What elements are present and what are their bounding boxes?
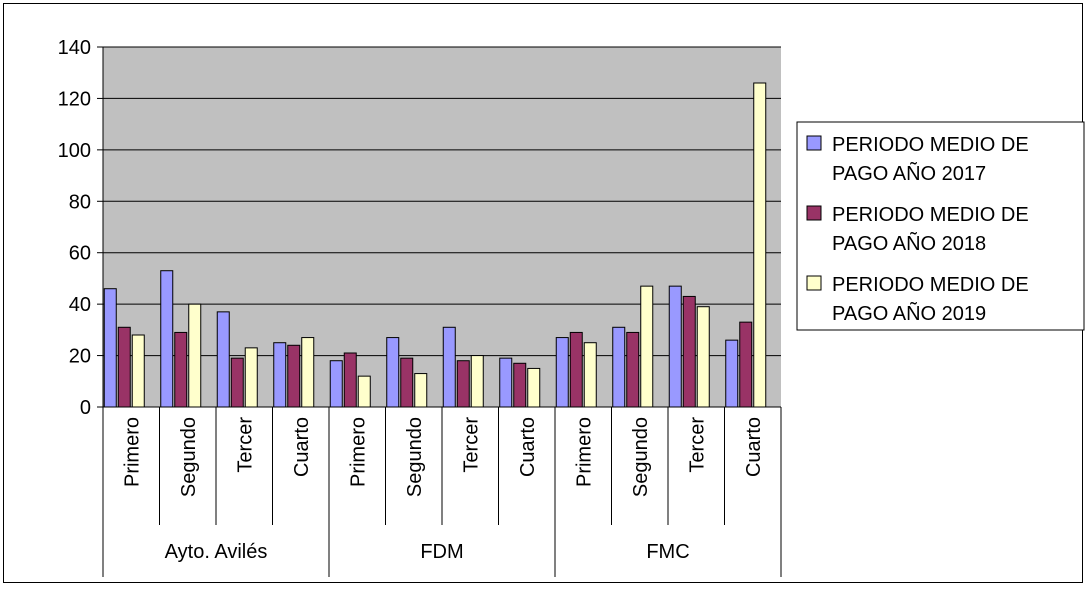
bar-series-3 xyxy=(753,82,767,408)
bar-series-3 xyxy=(527,367,541,408)
bar-series-2 xyxy=(287,344,301,408)
legend-swatch xyxy=(806,135,822,151)
bar-series-3 xyxy=(583,342,597,408)
y-tick-label: 20 xyxy=(69,346,91,368)
bar-series-2 xyxy=(456,360,470,408)
y-tick-label: 40 xyxy=(69,294,91,316)
x-tick-label: Tercer xyxy=(234,417,256,473)
bar-series-2 xyxy=(174,331,188,408)
bar-series-3 xyxy=(470,355,484,408)
bar-series-3 xyxy=(414,373,428,408)
bar-series-1 xyxy=(103,288,117,408)
bar-series-2 xyxy=(513,362,527,408)
bar-series-3 xyxy=(131,334,145,408)
bar-series-3 xyxy=(640,285,654,408)
bar-series-2 xyxy=(117,326,131,408)
bar-series-3 xyxy=(244,347,258,408)
chart-frame: 0 20 40 60 80 100 120 140 Primero Segundo Tercer Cu… xyxy=(3,3,1085,583)
bar-series-1 xyxy=(555,337,569,408)
x-tick-label: Tercer xyxy=(686,417,708,473)
y-tick-label: 60 xyxy=(69,243,91,265)
x-tick-label: Primero xyxy=(121,417,143,487)
x-tick-label: Primero xyxy=(573,417,595,487)
bar-series-3 xyxy=(696,306,710,408)
legend-label: PAGO AÑO 2018 xyxy=(832,231,986,255)
legend-label: PAGO AÑO 2019 xyxy=(832,301,986,325)
y-tick-label: 120 xyxy=(58,88,91,110)
legend-box xyxy=(796,121,1085,331)
bar-series-1 xyxy=(668,285,682,408)
bar-series-1 xyxy=(329,360,343,408)
x-tick-label: Cuarto xyxy=(743,417,765,477)
group-label: FMC xyxy=(646,541,689,563)
bar-series-1 xyxy=(160,270,174,408)
bar-series-1 xyxy=(612,326,626,408)
x-tick-label: Segundo xyxy=(178,417,200,497)
bar-series-1 xyxy=(499,357,513,408)
group-label: FDM xyxy=(420,541,463,563)
x-tick-label: Primero xyxy=(347,417,369,487)
x-tick-label: Cuarto xyxy=(517,417,539,477)
legend-label: PERIODO MEDIO DE xyxy=(832,134,1029,156)
y-tick-label: 100 xyxy=(58,140,91,162)
y-tick-label: 0 xyxy=(80,397,91,419)
legend-label: PERIODO MEDIO DE xyxy=(832,274,1029,296)
bar-series-2 xyxy=(343,352,357,408)
bar-series-1 xyxy=(386,337,400,408)
group-label: Ayto. Avilés xyxy=(165,541,268,563)
legend-swatch xyxy=(806,275,822,291)
grouped-bar-chart: 0 20 40 60 80 100 120 140 Primero Segundo Tercer Cu… xyxy=(58,37,1085,577)
bar-series-3 xyxy=(188,303,202,408)
bar-series-1 xyxy=(725,339,739,408)
bar-series-2 xyxy=(569,331,583,408)
bar-series-1 xyxy=(216,311,230,408)
x-tick-label: Segundo xyxy=(404,417,426,497)
legend-label: PERIODO MEDIO DE xyxy=(832,204,1029,226)
bar-series-2 xyxy=(682,295,696,408)
bar-series-2 xyxy=(626,331,640,408)
bar-series-3 xyxy=(357,375,371,408)
bar-series-3 xyxy=(301,337,315,408)
x-tick-label: Segundo xyxy=(630,417,652,497)
legend-swatch xyxy=(806,205,822,221)
y-tick-label: 140 xyxy=(58,37,91,59)
x-tick-label: Cuarto xyxy=(291,417,313,477)
bar-series-1 xyxy=(273,342,287,408)
plot-area xyxy=(103,47,781,407)
y-tick-label: 80 xyxy=(69,191,91,213)
bar-series-2 xyxy=(230,357,244,408)
legend-label: PAGO AÑO 2017 xyxy=(832,161,986,185)
x-tick-label: Tercer xyxy=(460,417,482,473)
bar-series-1 xyxy=(442,326,456,408)
bar-series-2 xyxy=(739,321,753,408)
bar-series-2 xyxy=(400,357,414,408)
